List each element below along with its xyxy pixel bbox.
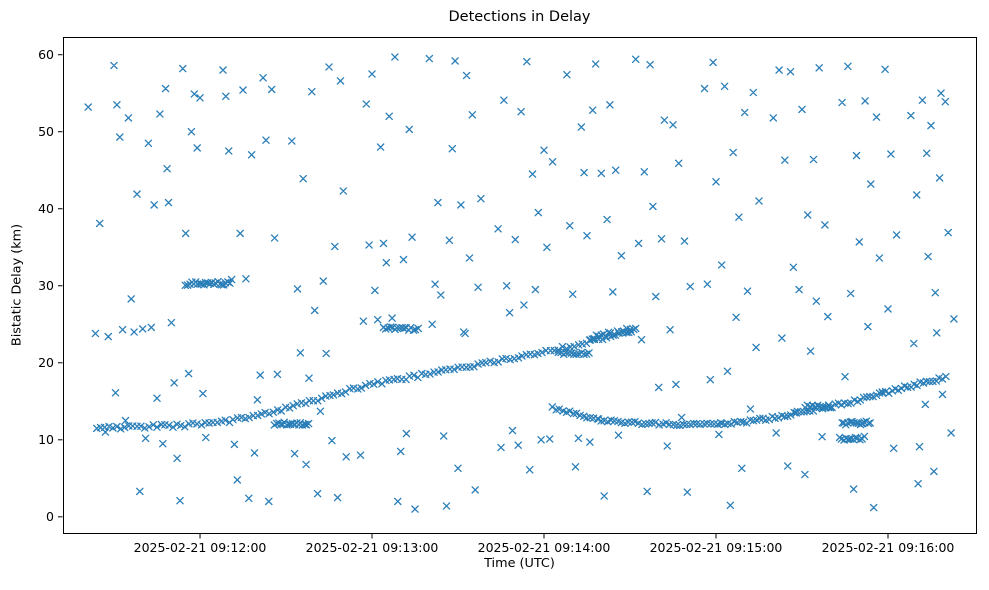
x-tick-label: 2025-02-21 09:12:00	[134, 540, 267, 555]
y-tick-label: 40	[38, 201, 54, 216]
x-tick-label: 2025-02-21 09:15:00	[650, 540, 783, 555]
x-tick-label: 2025-02-21 09:14:00	[478, 540, 611, 555]
scatter-points	[84, 53, 958, 513]
y-tick-label: 0	[46, 509, 54, 524]
y-tick-label: 50	[38, 124, 54, 139]
y-tick-label: 30	[38, 278, 54, 293]
y-tick-label: 20	[38, 355, 54, 370]
axes-spines	[63, 37, 977, 534]
x-tick-label: 2025-02-21 09:13:00	[306, 540, 439, 555]
x-axis-label: Time (UTC)	[484, 556, 555, 571]
y-tick-label: 60	[38, 47, 54, 62]
y-tick-label: 10	[38, 432, 54, 447]
plot-title: Detections in Delay	[448, 9, 591, 25]
x-tick-label: 2025-02-21 09:16:00	[822, 540, 955, 555]
